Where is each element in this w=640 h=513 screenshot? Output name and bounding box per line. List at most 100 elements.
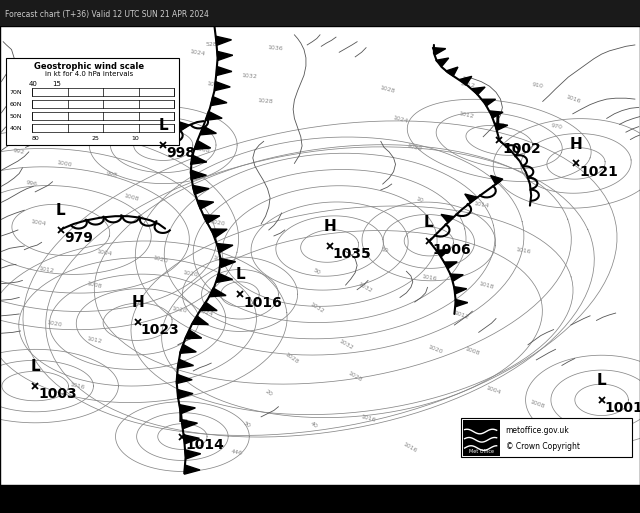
Text: H: H: [323, 219, 336, 234]
Polygon shape: [177, 359, 193, 368]
Text: 998: 998: [166, 146, 195, 160]
Text: 1035: 1035: [333, 247, 372, 261]
Text: 1036: 1036: [267, 46, 284, 52]
Text: L: L: [235, 267, 245, 283]
Polygon shape: [214, 82, 230, 91]
Polygon shape: [211, 96, 227, 106]
Polygon shape: [200, 126, 216, 135]
Text: L: L: [158, 118, 168, 133]
Text: 50: 50: [312, 267, 321, 275]
Polygon shape: [185, 450, 201, 459]
Text: Geostrophic wind scale: Geostrophic wind scale: [35, 62, 145, 71]
Polygon shape: [177, 121, 189, 130]
Text: 1008: 1008: [194, 146, 211, 153]
Text: 1004: 1004: [30, 219, 47, 227]
Text: 10: 10: [415, 196, 424, 204]
Polygon shape: [217, 51, 233, 61]
Text: 1008: 1008: [529, 400, 546, 409]
Polygon shape: [193, 185, 209, 194]
Bar: [32, 88, 174, 96]
Text: H: H: [570, 136, 582, 152]
Text: 1028: 1028: [257, 98, 274, 105]
Text: L: L: [596, 373, 607, 388]
Text: 1032: 1032: [356, 281, 373, 293]
Text: 30: 30: [242, 421, 251, 429]
Text: 1012: 1012: [452, 310, 469, 320]
Text: 996: 996: [26, 181, 38, 188]
Text: H: H: [131, 295, 144, 310]
Text: 1032: 1032: [337, 339, 354, 351]
Text: 1016: 1016: [243, 295, 282, 309]
Polygon shape: [179, 405, 195, 413]
Text: 910: 910: [531, 82, 544, 89]
Text: 1003: 1003: [38, 387, 77, 401]
Text: 40N: 40N: [10, 126, 22, 130]
Polygon shape: [191, 170, 207, 180]
Polygon shape: [197, 200, 214, 209]
Text: 1004: 1004: [96, 249, 113, 256]
Bar: [463, 420, 500, 456]
Polygon shape: [192, 316, 209, 325]
Polygon shape: [495, 123, 508, 130]
Text: L: L: [56, 203, 66, 218]
Text: 1014: 1014: [186, 438, 225, 452]
Text: 446: 446: [230, 449, 243, 456]
Polygon shape: [177, 389, 193, 399]
Bar: [32, 112, 174, 120]
Text: 1008: 1008: [86, 281, 103, 289]
Polygon shape: [216, 66, 232, 75]
Text: 1016: 1016: [515, 247, 532, 254]
Polygon shape: [436, 58, 449, 66]
Polygon shape: [433, 48, 445, 55]
Text: 70N: 70N: [10, 90, 22, 95]
Text: 1012: 1012: [458, 111, 474, 119]
Text: 1023: 1023: [141, 323, 180, 337]
Text: Forecast chart (T+36) Valid 12 UTC SUN 21 APR 2024: Forecast chart (T+36) Valid 12 UTC SUN 2…: [5, 10, 209, 18]
Text: 1000: 1000: [56, 160, 72, 167]
Polygon shape: [446, 67, 458, 76]
Text: 1016: 1016: [420, 274, 437, 282]
Text: in kt for 4.0 hPa intervals: in kt for 4.0 hPa intervals: [45, 71, 134, 77]
Polygon shape: [483, 99, 495, 106]
Text: 40: 40: [309, 421, 318, 429]
Text: 1012: 1012: [38, 266, 55, 274]
Text: 15: 15: [52, 82, 61, 87]
Text: 1020: 1020: [406, 143, 423, 152]
Text: 1021: 1021: [579, 165, 618, 179]
Text: 1008: 1008: [464, 347, 481, 357]
Text: 10: 10: [131, 136, 140, 141]
Text: 1016: 1016: [360, 414, 376, 423]
Text: metoffice.gov.uk: metoffice.gov.uk: [506, 426, 570, 435]
Text: 20: 20: [264, 389, 273, 397]
Polygon shape: [200, 302, 217, 310]
Text: 1014: 1014: [473, 201, 490, 208]
Text: 970: 970: [550, 123, 563, 130]
Text: 1028: 1028: [379, 86, 396, 94]
Text: L: L: [177, 410, 188, 425]
Text: © Crown Copyright: © Crown Copyright: [506, 442, 580, 451]
Text: 1002: 1002: [502, 142, 541, 156]
Text: 1020: 1020: [427, 344, 444, 354]
Polygon shape: [441, 214, 454, 223]
Text: Met Office: Met Office: [468, 449, 494, 454]
Text: 1032: 1032: [308, 302, 325, 314]
Polygon shape: [209, 288, 226, 297]
Text: L: L: [424, 214, 434, 230]
Text: 1028: 1028: [347, 371, 364, 383]
Polygon shape: [177, 374, 192, 384]
Text: 1001: 1001: [605, 401, 640, 415]
Text: 40: 40: [29, 82, 38, 87]
Text: 60N: 60N: [10, 102, 22, 107]
Text: 1012: 1012: [459, 82, 476, 89]
Polygon shape: [182, 420, 198, 429]
Text: 1024: 1024: [392, 115, 408, 124]
Text: 10: 10: [380, 247, 388, 254]
Text: 1020: 1020: [182, 270, 199, 278]
Polygon shape: [211, 229, 227, 238]
Text: 1008: 1008: [116, 95, 133, 103]
Polygon shape: [454, 287, 467, 294]
Text: 1024: 1024: [212, 255, 229, 264]
Text: 1020: 1020: [171, 306, 188, 314]
Polygon shape: [490, 175, 503, 184]
Polygon shape: [465, 194, 477, 203]
